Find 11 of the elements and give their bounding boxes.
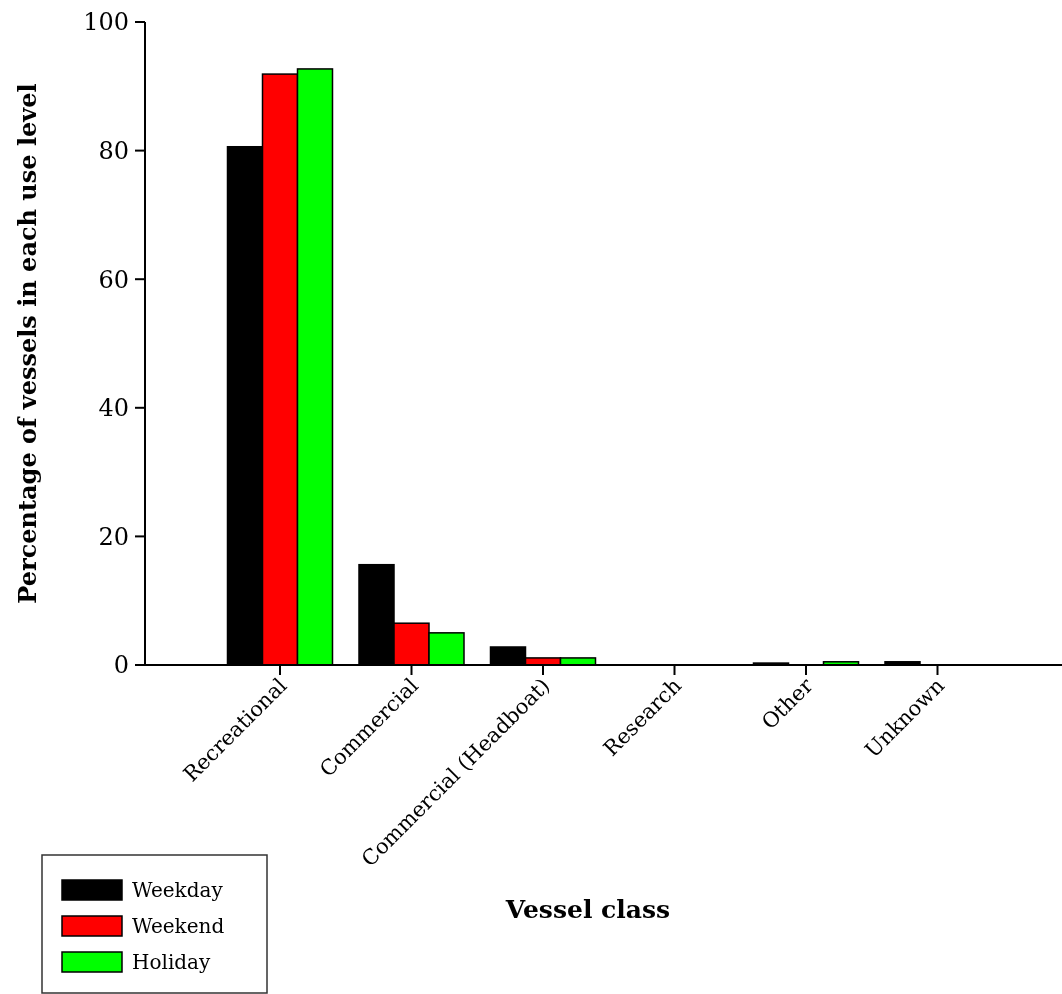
y-tick-label: 40	[98, 394, 129, 423]
x-axis-title: Vessel class	[504, 895, 671, 924]
y-tick-label: 80	[98, 137, 129, 165]
legend-label: Weekend	[132, 914, 225, 938]
y-tick-label: 0	[113, 651, 129, 680]
legend-label: Weekday	[132, 878, 224, 902]
legend-label: Holiday	[132, 950, 211, 974]
y-tick-label: 60	[98, 265, 129, 294]
y-tick-label: 100	[83, 8, 129, 37]
y-tick-label: 20	[98, 522, 129, 551]
y-axis-title: Percentage of vessels in each use level	[13, 83, 42, 604]
